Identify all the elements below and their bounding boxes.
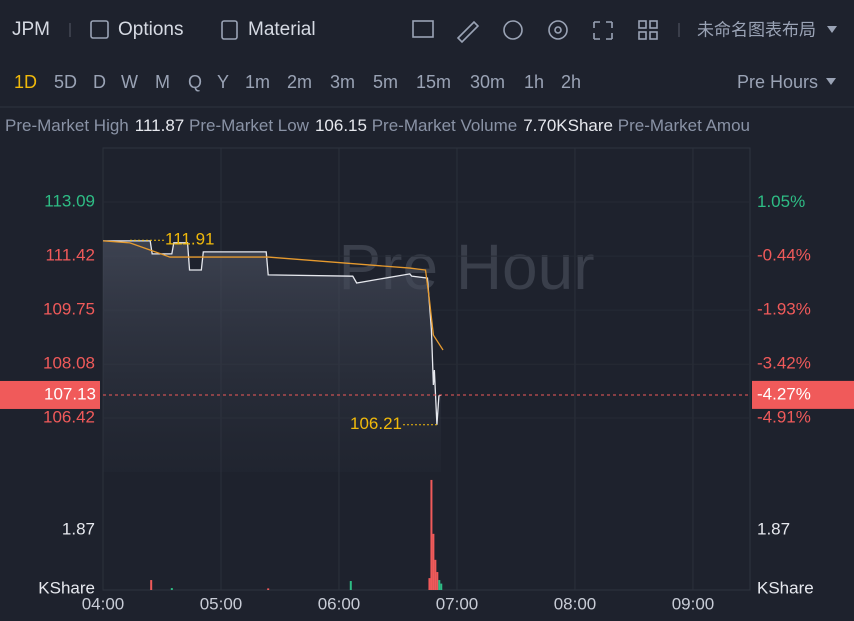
last-price: 107.13 <box>44 384 96 403</box>
dropdown-arrow[interactable] <box>827 26 837 33</box>
volume-bar <box>267 588 270 590</box>
x-tick-label: 07:00 <box>436 594 479 613</box>
stat-label: Pre-Market Low <box>189 116 310 135</box>
volume-tick-label: 1.87 <box>62 519 95 538</box>
last-price-box <box>0 380 100 409</box>
volume-bar <box>170 588 173 590</box>
interval[interactable]: 1h <box>524 72 544 92</box>
stat-value: 106.15 <box>315 116 367 135</box>
interval-bar: 1D 5D D W M Q Y 1m 2m 3m 5m 15m 30m 1h 2h <box>14 72 581 92</box>
volume-bar <box>440 583 443 590</box>
options-icon[interactable] <box>90 20 109 39</box>
toolbar-icons[interactable] <box>412 20 658 44</box>
volume-tick-label: 1.87 <box>757 519 790 538</box>
interval[interactable]: 1D <box>14 72 37 92</box>
interval[interactable]: W <box>121 72 138 92</box>
interval[interactable]: Q <box>188 72 202 92</box>
stat-value: 111.87 <box>135 116 184 135</box>
y2-tick-label: 1.05% <box>757 192 805 211</box>
price-line <box>102 240 444 351</box>
interval[interactable]: M <box>155 72 170 92</box>
interval[interactable]: 2m <box>287 72 312 92</box>
volume-bar <box>434 559 437 590</box>
price-line <box>103 240 442 425</box>
x-tick-label: 04:00 <box>82 594 125 613</box>
y-tick-label: 108.08 <box>43 354 95 373</box>
interval[interactable]: 3m <box>330 72 355 92</box>
volume-bar <box>436 572 439 590</box>
price-area <box>103 240 442 472</box>
last-change: -4.27% <box>757 384 811 403</box>
interval[interactable]: Y <box>217 72 229 92</box>
volume-bar <box>150 580 153 590</box>
stats: Pre-Market High 111.87 Pre-Market Low 106.… <box>5 116 750 135</box>
options[interactable]: Options <box>118 19 183 40</box>
y-tick-label: 109.75 <box>43 300 95 319</box>
volume-bar <box>438 580 441 590</box>
session[interactable]: Pre Hours <box>737 72 818 92</box>
x-tick-label: 09:00 <box>672 594 715 613</box>
volume-bar <box>349 581 352 590</box>
interval[interactable]: 2h <box>561 72 581 92</box>
y2-tick-label: -4.91% <box>757 408 811 427</box>
y2-tick-label: -0.44% <box>757 246 811 265</box>
material[interactable]: Material <box>248 19 316 40</box>
interval[interactable]: 5m <box>373 72 398 92</box>
x-tick-label: 08:00 <box>554 594 597 613</box>
volume-unit: KShare <box>757 578 814 597</box>
stat-label: Pre-Market Amou <box>618 116 750 135</box>
layout-name[interactable]: 未命名图表布局 <box>697 20 816 39</box>
last-change-box <box>752 380 854 409</box>
y-tick-label: 106.42 <box>43 407 95 426</box>
dropdown-arrow[interactable] <box>826 78 836 85</box>
material-icon[interactable] <box>221 20 238 40</box>
interval[interactable]: 5D <box>54 72 77 92</box>
volume-unit: KShare <box>38 578 95 597</box>
stat-value: 7.70KShare <box>523 116 613 135</box>
stat-label: Pre-Market Volume <box>372 116 518 135</box>
x-tick-label: 05:00 <box>200 594 243 613</box>
interval[interactable]: 15m <box>416 72 451 92</box>
interval[interactable]: D <box>93 72 106 92</box>
interval[interactable]: 1m <box>245 72 270 92</box>
volume-bar <box>428 578 431 590</box>
low-label: 106.21 <box>350 414 402 433</box>
stat-label: Pre-Market High <box>5 116 129 135</box>
symbol[interactable]: JPM <box>12 19 50 40</box>
y2-tick-label: -1.93% <box>757 300 811 319</box>
volume-bar <box>432 533 435 590</box>
y-tick-label: 113.09 <box>44 192 95 211</box>
high-label: 111.91 <box>165 230 214 249</box>
interval[interactable]: 30m <box>470 72 505 92</box>
x-tick-label: 06:00 <box>318 594 361 613</box>
y-tick-label: 111.42 <box>46 246 95 265</box>
y2-tick-label: -3.42% <box>757 354 811 373</box>
volume-bar <box>430 479 433 590</box>
